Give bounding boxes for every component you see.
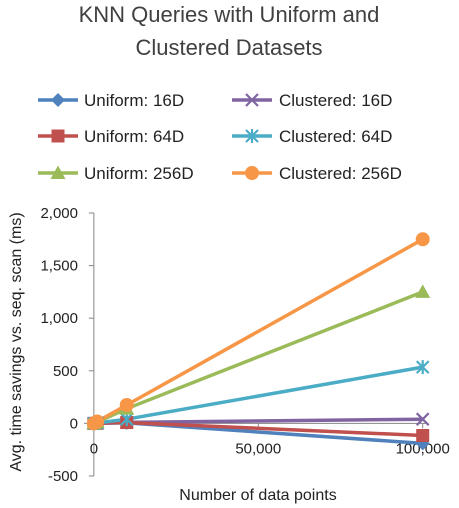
x-axis-label: Number of data points — [179, 487, 336, 504]
legend-swatch-marker — [245, 166, 259, 180]
y-tick-label: 1,500 — [40, 258, 78, 275]
y-tick-label: 0 — [70, 415, 78, 432]
series-markers — [86, 232, 431, 451]
legend-swatch-marker — [50, 165, 66, 179]
legend-swatch-marker — [51, 93, 65, 107]
y-tick-label: 1,000 — [40, 310, 78, 327]
legend-entry: Uniform: 64D — [38, 127, 184, 146]
legend-entry: Clustered: 256D — [232, 164, 402, 183]
y-ticks: -500 0 500 1,000 1,500 2,000 — [40, 205, 94, 485]
data-point — [119, 397, 134, 412]
data-point — [90, 414, 105, 429]
data-point — [415, 232, 430, 247]
legend-swatch-marker — [51, 129, 65, 143]
legend-entry: Uniform: 256D — [38, 164, 194, 183]
chart-title-line-2: Clustered Datasets — [135, 35, 322, 60]
data-point — [415, 412, 430, 426]
data-point — [415, 284, 431, 298]
y-axis-label: Avg. time savings vs. seq. scan (ms) — [8, 212, 25, 471]
legend-swatch-marker — [245, 93, 259, 107]
chart-title: KNN Queries with Uniform and Clustered D… — [79, 2, 380, 60]
y-tick-label: 500 — [53, 363, 78, 380]
y-tick-label: 2,000 — [40, 205, 78, 222]
series-lines — [92, 237, 424, 446]
legend-label: Clustered: 256D — [279, 164, 402, 183]
series-line — [93, 290, 424, 426]
legend: Uniform: 16D Clustered: 16D Uniform: 64D Cl… — [38, 91, 402, 183]
legend-entry: Clustered: 64D — [232, 127, 392, 146]
y-tick-label: -500 — [48, 468, 78, 485]
legend-label: Clustered: 64D — [279, 127, 392, 146]
chart-title-line-1: KNN Queries with Uniform and — [79, 2, 380, 27]
x-tick-label: 0 — [90, 440, 98, 457]
legend-label: Uniform: 256D — [84, 164, 194, 183]
legend-label: Clustered: 16D — [279, 91, 392, 110]
x-tick-label: 50,000 — [235, 440, 281, 457]
data-point — [415, 360, 430, 375]
legend-entry: Clustered: 16D — [232, 91, 392, 110]
data-point — [416, 428, 430, 442]
legend-swatch-marker — [245, 129, 259, 143]
legend-label: Uniform: 16D — [84, 91, 184, 110]
legend-entry: Uniform: 16D — [38, 91, 184, 110]
legend-label: Uniform: 64D — [84, 127, 184, 146]
